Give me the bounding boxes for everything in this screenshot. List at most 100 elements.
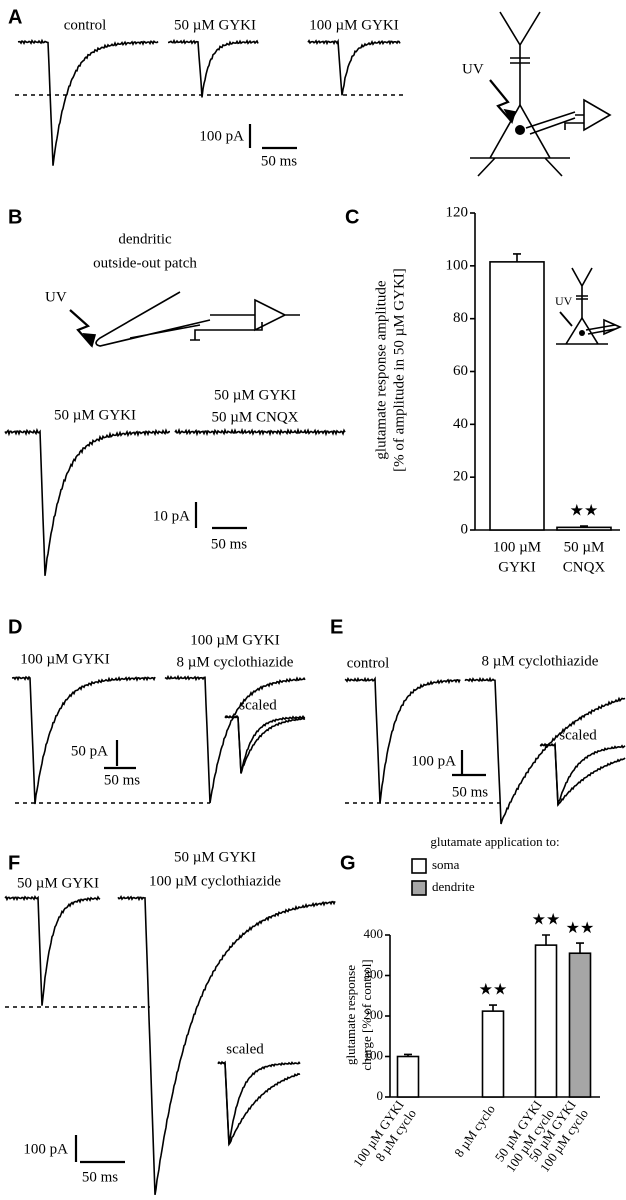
y-tick-label: 80 <box>453 310 468 326</box>
x-tick-label: 8 µM cyclo <box>451 1102 498 1160</box>
bar <box>396 1055 420 1098</box>
current-trace <box>17 38 159 166</box>
y-tick-label: 20 <box>453 469 468 485</box>
current-trace <box>4 427 170 576</box>
current-trace <box>217 1060 301 1147</box>
scale-label: 50 ms <box>261 153 297 169</box>
panel-label: E <box>330 616 343 638</box>
trace-label: 50 µM GYKI <box>174 849 256 865</box>
current-trace <box>167 38 259 98</box>
caption: dendritic <box>118 231 172 247</box>
scale-label: 10 pA <box>153 508 190 524</box>
y-tick-label: 60 <box>453 363 468 379</box>
current-trace <box>217 1060 301 1145</box>
patch-diagram <box>69 291 300 348</box>
y-tick-label: 200 <box>364 1007 384 1022</box>
scale-label: 50 ms <box>82 1169 118 1185</box>
y-axis-label: glutamate response <box>343 965 358 1065</box>
current-trace <box>11 675 156 805</box>
y-axis-label: glutamate response amplitude <box>373 280 389 459</box>
panel-label: A <box>8 6 22 28</box>
trace-label: 8 µM cyclothiazide <box>177 654 294 670</box>
significance: ★★ <box>566 920 595 937</box>
trace-label: 8 µM cyclothiazide <box>482 653 599 669</box>
panel-label: D <box>8 616 22 638</box>
y-tick-label: 0 <box>377 1088 384 1103</box>
significance: ★★ <box>570 503 599 520</box>
current-trace <box>117 894 336 1196</box>
current-trace <box>174 427 346 437</box>
legend-swatch <box>411 858 427 874</box>
bar <box>556 526 612 531</box>
y-tick-label: 100 <box>364 1047 384 1062</box>
trace-label: 50 µM GYKI <box>17 875 99 891</box>
annotation: UV <box>555 294 573 308</box>
current-trace <box>224 714 306 774</box>
current-trace <box>224 714 306 774</box>
y-tick-label: 0 <box>461 521 469 537</box>
legend-label: soma <box>432 857 460 872</box>
trace-label: 100 µM cyclothiazide <box>149 873 281 889</box>
significance: ★★ <box>532 912 561 929</box>
bar <box>481 1010 505 1098</box>
soma-dot <box>515 125 525 135</box>
error-bar <box>404 1053 412 1057</box>
neuron-diagram <box>470 11 612 177</box>
trace-label: scaled <box>239 697 277 713</box>
scale-label: 50 ms <box>211 536 247 552</box>
panel-label: G <box>340 852 356 874</box>
legend-label: dendrite <box>432 879 475 894</box>
error-bar <box>489 1004 497 1012</box>
scale-label: 50 ms <box>104 772 140 788</box>
soma-dot <box>579 330 585 336</box>
error-bar <box>580 525 588 528</box>
significance: ★★ <box>479 982 508 999</box>
y-tick-label: 100 <box>446 257 469 273</box>
y-tick-label: 120 <box>446 204 469 220</box>
trace-label: control <box>64 17 107 33</box>
neuron-inset <box>556 267 622 345</box>
legend-swatch <box>411 880 427 896</box>
trace-label: 100 µM GYKI <box>309 17 398 33</box>
current-trace <box>464 676 626 825</box>
x-tick-label: 100 µM <box>493 539 541 555</box>
current-trace <box>4 894 101 1006</box>
error-bar <box>513 253 521 262</box>
scale-label: 100 pA <box>199 128 244 144</box>
panel-label: C <box>345 206 359 228</box>
current-trace <box>344 676 461 804</box>
legend-title: glutamate application to: <box>430 834 559 849</box>
bar <box>489 261 545 531</box>
annotation: UV <box>45 289 67 305</box>
caption: outside-out patch <box>93 255 197 271</box>
trace-label: 100 µM GYKI <box>20 651 109 667</box>
error-bar <box>542 934 550 946</box>
scale-label: 50 pA <box>71 743 108 759</box>
trace-label: 50 µM CNQX <box>212 409 299 425</box>
panel-label: B <box>8 206 22 228</box>
x-tick-label: 50 µM <box>564 539 605 555</box>
current-trace <box>539 742 626 806</box>
trace-label: scaled <box>226 1041 264 1057</box>
current-trace <box>307 38 401 96</box>
bar <box>534 944 558 1098</box>
scale-label: 100 pA <box>23 1141 68 1157</box>
y-axis-label: charge [% of control] <box>359 959 374 1070</box>
y-tick-label: 400 <box>364 926 384 941</box>
trace-label: 50 µM GYKI <box>54 407 136 423</box>
trace-label: 50 µM GYKI <box>214 387 296 403</box>
trace-label: 100 µM GYKI <box>190 632 279 648</box>
trace-label: control <box>347 655 390 671</box>
scale-label: 50 ms <box>452 784 488 800</box>
scale-label: 100 pA <box>411 753 456 769</box>
annotation: UV <box>462 61 484 77</box>
current-trace <box>164 674 306 804</box>
y-tick-label: 300 <box>364 966 384 981</box>
bar <box>568 952 592 1098</box>
trace-label: 50 µM GYKI <box>174 17 256 33</box>
y-axis-label: [% of amplitude in 50 µM GYKI] <box>391 268 407 472</box>
x-tick-label: GYKI <box>498 559 536 575</box>
current-trace <box>540 741 626 808</box>
error-bar <box>576 942 584 954</box>
